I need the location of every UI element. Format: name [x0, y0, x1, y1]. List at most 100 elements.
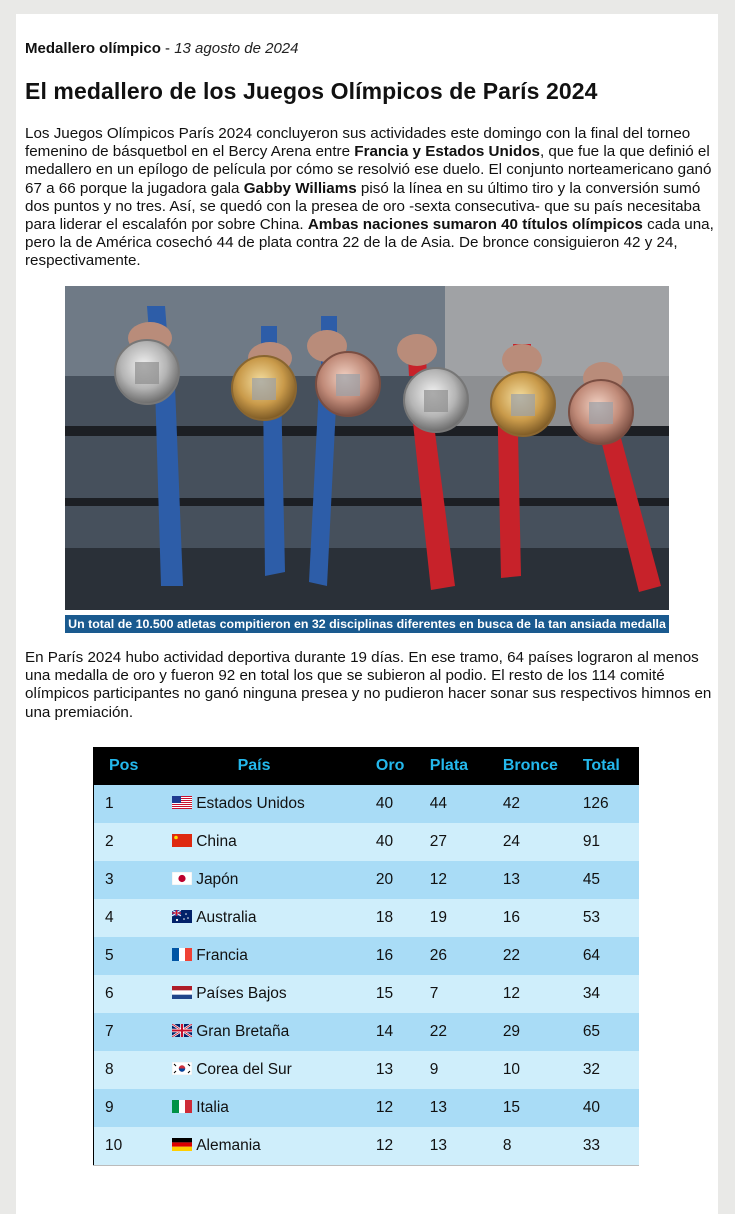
cell-total: 91: [582, 823, 639, 861]
intro-paragraph: Los Juegos Olímpicos París 2024 concluye…: [25, 125, 715, 271]
cell-silver: 13: [429, 1089, 503, 1127]
table-row: 1 Estados Unidos 40 44 42 126: [93, 785, 639, 823]
cell-pos: 3: [93, 861, 173, 899]
body-paragraph: En París 2024 hubo actividad deportiva d…: [25, 649, 712, 721]
cell-bronze: 10: [502, 1051, 583, 1089]
article-kicker: Medallero olímpico - 13 agosto de 2024: [25, 40, 298, 57]
cell-total: 33: [582, 1127, 639, 1166]
netherlands-flag: [172, 986, 193, 999]
cell-bronze: 13: [502, 861, 583, 899]
table-row: 9 Italia 12 13 15 40: [93, 1089, 639, 1127]
cell-gold: 15: [375, 975, 430, 1013]
south-korea-flag: [172, 1062, 193, 1075]
australia-flag: [172, 910, 193, 923]
cell-silver: 44: [429, 785, 503, 823]
cell-silver: 7: [429, 975, 503, 1013]
cell-country: Corea del Sur: [172, 1051, 376, 1089]
cell-pos: 6: [93, 975, 173, 1013]
cell-bronze: 12: [502, 975, 583, 1013]
country-name: Francia: [196, 947, 248, 964]
country-name: Alemania: [196, 1137, 261, 1154]
section-label[interactable]: Medallero olímpico: [25, 40, 161, 57]
medal-table: Pos País Oro Plata Bronce Total 1 Estados…: [93, 747, 639, 1166]
cell-country: Alemania: [172, 1127, 376, 1166]
cell-silver: 19: [429, 899, 503, 937]
header-total: Total: [582, 747, 639, 785]
cell-pos: 4: [93, 899, 173, 937]
country-name: Australia: [196, 909, 257, 926]
france-flag: [172, 948, 193, 961]
country-name: Italia: [196, 1099, 229, 1116]
medal-table-header: Pos País Oro Plata Bronce Total: [93, 747, 639, 785]
table-row: 3 Japón 20 12 13 45: [93, 861, 639, 899]
cell-total: 34: [582, 975, 639, 1013]
japan-flag: [172, 872, 193, 885]
cell-pos: 7: [93, 1013, 173, 1051]
paragraph-text: , que fue la que definió el medallero en…: [25, 143, 712, 197]
country-name: Estados Unidos: [196, 795, 305, 812]
cell-pos: 9: [93, 1089, 173, 1127]
cell-total: 126: [582, 785, 639, 823]
header-country: País: [172, 747, 376, 785]
bold-text: Francia y Estados Unidos: [354, 143, 540, 161]
cell-silver: 27: [429, 823, 503, 861]
photo-caption: Un total de 10.500 atletas compitieron e…: [65, 615, 669, 633]
paragraph-text: Los Juegos Olímpicos París 2024 concluye…: [25, 125, 691, 161]
cell-country: Japón: [172, 861, 376, 899]
china-flag: [172, 834, 193, 847]
cell-total: 32: [582, 1051, 639, 1089]
country-name: China: [196, 833, 237, 850]
cell-pos: 1: [93, 785, 173, 823]
table-row: 2 China 40 27 24 91: [93, 823, 639, 861]
medals-illustration: [65, 286, 669, 610]
country-name: Países Bajos: [196, 985, 287, 1002]
country-name: Gran Bretaña: [196, 1023, 290, 1040]
cell-silver: 26: [429, 937, 503, 975]
header-pos: Pos: [93, 747, 173, 785]
bold-text: Ambas naciones sumaron 40 títulos olímpi…: [307, 216, 643, 234]
cell-gold: 16: [375, 937, 430, 975]
header-gold: Oro: [375, 747, 430, 785]
paragraph-text: pisó la línea en su último tiro y la con…: [25, 179, 701, 234]
cell-bronze: 24: [502, 823, 583, 861]
cell-silver: 22: [429, 1013, 503, 1051]
germany-flag: [172, 1138, 193, 1151]
cell-country: Gran Bretaña: [172, 1013, 376, 1051]
cell-gold: 18: [375, 899, 430, 937]
country-name: Corea del Sur: [196, 1061, 292, 1078]
usa-flag: [172, 796, 193, 809]
cell-country: China: [172, 823, 376, 861]
cell-total: 45: [582, 861, 639, 899]
cell-pos: 8: [93, 1051, 173, 1089]
table-row: 4 Australia 18 19 16 53: [93, 899, 639, 937]
cell-country: Países Bajos: [172, 975, 376, 1013]
bold-text: Gabby Williams: [243, 179, 357, 197]
cell-silver: 9: [429, 1051, 503, 1089]
cell-silver: 13: [429, 1127, 503, 1166]
paragraph-text: cada una, pero la de América cosechó 44 …: [25, 216, 714, 270]
cell-country: Francia: [172, 937, 376, 975]
cell-gold: 40: [375, 785, 430, 823]
cell-bronze: 15: [502, 1089, 583, 1127]
article-date: 13 agosto de 2024: [174, 40, 299, 57]
table-row: 10 Alemania 12 13 8 33: [93, 1127, 639, 1166]
kicker-separator: -: [160, 40, 175, 57]
header-bronze: Bronce: [502, 747, 583, 785]
medals-photo: [65, 286, 669, 610]
table-row: 5 Francia 16 26 22 64: [93, 937, 639, 975]
table-row: 8 Corea del Sur 13 9 10 32: [93, 1051, 639, 1089]
cell-silver: 12: [429, 861, 503, 899]
country-name: Japón: [196, 871, 239, 888]
cell-bronze: 42: [502, 785, 583, 823]
article-page: Medallero olímpico - 13 agosto de 2024 E…: [16, 14, 718, 1214]
cell-pos: 5: [93, 937, 173, 975]
cell-country: Estados Unidos: [172, 785, 376, 823]
cell-gold: 20: [375, 861, 430, 899]
cell-total: 53: [582, 899, 639, 937]
cell-bronze: 22: [502, 937, 583, 975]
cell-total: 40: [582, 1089, 639, 1127]
cell-gold: 13: [375, 1051, 430, 1089]
article-headline: El medallero de los Juegos Olímpicos de …: [25, 78, 598, 104]
cell-country: Italia: [172, 1089, 376, 1127]
cell-bronze: 16: [502, 899, 583, 937]
